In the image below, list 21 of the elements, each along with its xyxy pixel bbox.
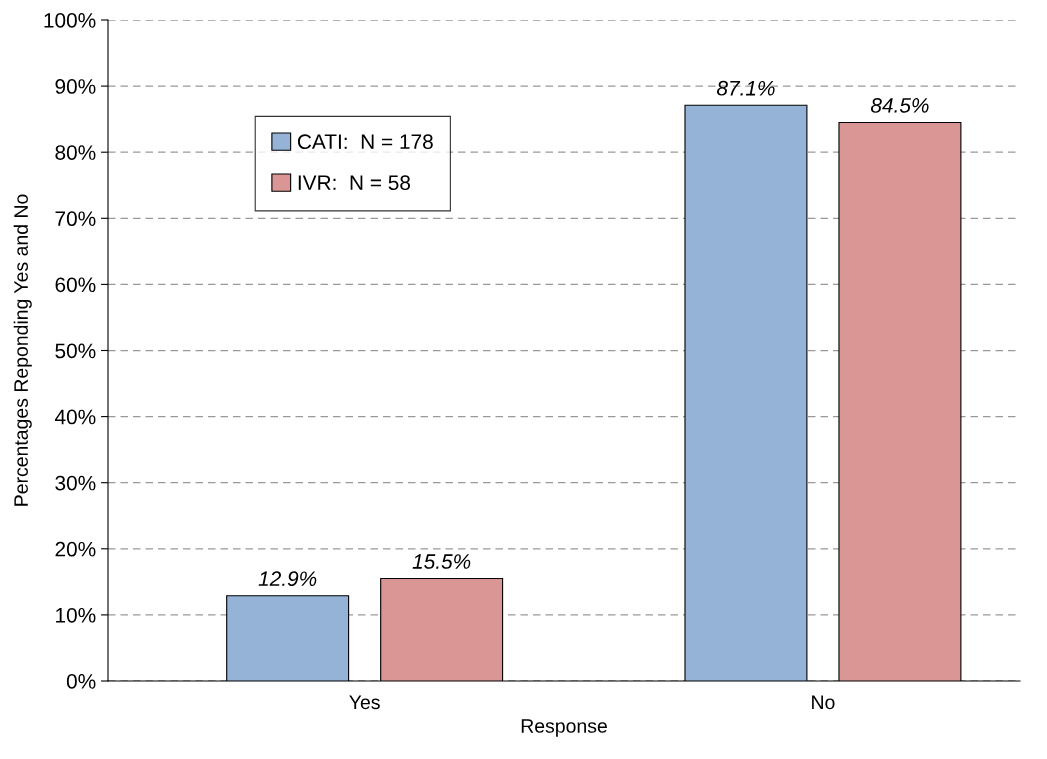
y-axis-title: Percentages Reponding Yes and No (13, 194, 32, 506)
legend-label: CATI: N = 178 (297, 134, 433, 150)
legend-label: IVR: N = 58 (298, 175, 411, 191)
data-label: 15.5% (412, 554, 471, 569)
y-tick-label: 10% (56, 607, 96, 623)
y-tick-label: 30% (55, 475, 96, 491)
x-tick-label: Yes (349, 695, 380, 710)
x-tick-label: No (812, 695, 835, 710)
y-tick-label: 0% (66, 674, 96, 689)
y-tick-label: 70% (55, 211, 96, 227)
y-tick-label: 100% (44, 13, 96, 28)
x-axis-title: Response (521, 719, 607, 737)
y-tick-label: 50% (55, 343, 96, 359)
y-tick-label: 40% (54, 409, 96, 425)
data-label: 84.5% (870, 98, 929, 113)
y-tick-label: 60% (55, 277, 96, 293)
data-label: 12.9% (258, 571, 317, 587)
y-tick-label: 20% (55, 541, 96, 557)
data-label: 87.1% (716, 80, 775, 96)
y-tick-label: 80% (55, 145, 96, 160)
y-tick-label: 90% (55, 79, 96, 94)
